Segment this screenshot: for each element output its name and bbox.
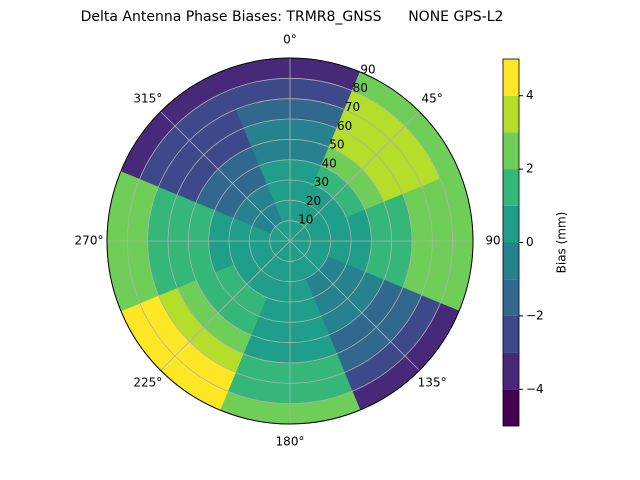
colorbar-band	[503, 205, 519, 243]
colorbar-tick-label: 0	[526, 235, 534, 249]
theta-grid-line	[289, 111, 420, 242]
chart-title: Delta Antenna Phase Biases: TRMR8_GNSS N…	[81, 9, 504, 25]
colorbar-band	[503, 242, 519, 280]
colorbar-band	[503, 169, 519, 206]
r-tick-label: 20	[306, 194, 321, 208]
colorbar-band	[503, 132, 519, 170]
colorbar-band	[503, 279, 519, 316]
theta-grid-line	[160, 240, 291, 371]
theta-tick-label: 45°	[421, 91, 442, 105]
colorbar-band	[503, 389, 519, 426]
colorbar-band	[503, 315, 519, 353]
theta-tick-label: 225°	[133, 376, 162, 390]
theta-tick-label: 270°	[75, 234, 104, 248]
colorbar-band	[503, 95, 519, 133]
theta-tick-label: 315°	[133, 91, 162, 105]
theta-grid-line	[289, 240, 420, 371]
colorbar-tick-label: −4	[526, 382, 544, 396]
r-tick-label: 50	[329, 138, 344, 152]
labels: 10 20 30 40 50 60 70 80 90 0° 45° 90 135° 180° 225° 270…	[75, 33, 501, 449]
colorbar-band	[503, 352, 519, 390]
r-tick-label: 30	[314, 175, 329, 189]
colorbar: −4 −2 0 2 4 Bias (mm)	[502, 58, 569, 427]
colorbar-tick-label: 4	[526, 88, 534, 102]
colorbar-tick-label: 2	[526, 162, 534, 176]
theta-grid-line	[160, 111, 291, 242]
r-tick-label: 40	[321, 156, 336, 170]
colorbar-label: Bias (mm)	[555, 212, 569, 274]
r-tick-label: 10	[298, 213, 313, 227]
polar-frame	[106, 57, 474, 425]
grid	[106, 57, 474, 425]
theta-tick-label: 180°	[276, 435, 305, 449]
colorbar-band	[503, 59, 519, 96]
r-tick-label: 60	[337, 119, 352, 133]
theta-tick-label: 90	[485, 234, 500, 248]
theta-tick-label: 135°	[418, 376, 447, 390]
colorbar-tick-label: −2	[526, 308, 544, 322]
r-tick-label: 70	[345, 100, 360, 114]
theta-tick-label: 0°	[283, 33, 297, 47]
r-tick-label: 80	[353, 81, 368, 95]
r-tick-label: 90	[360, 62, 375, 76]
